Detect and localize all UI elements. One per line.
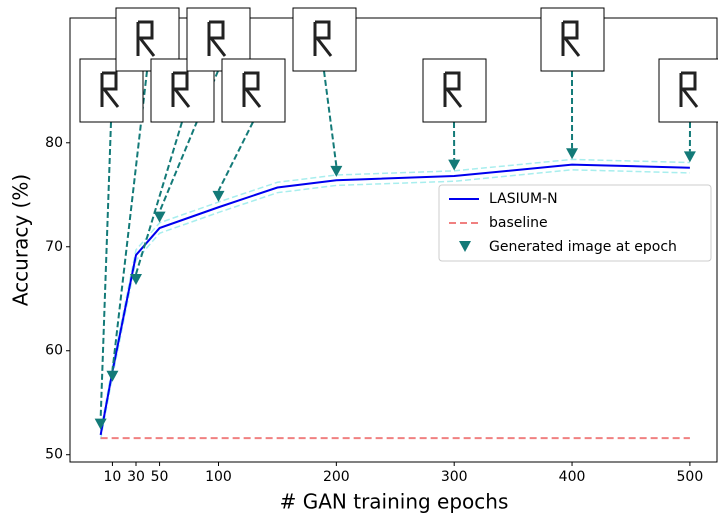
x-tick-label: 400 (559, 469, 586, 485)
x-tick-label: 300 (441, 469, 468, 485)
marker (448, 160, 460, 171)
marker (154, 212, 166, 223)
legend-label: LASIUM-N (489, 191, 558, 207)
x-tick-label: 500 (677, 469, 704, 485)
arrow (136, 122, 182, 274)
arrow (218, 122, 253, 191)
legend-label: baseline (489, 215, 548, 231)
y-tick-label: 50 (45, 447, 63, 463)
x-tick-label: 100 (205, 469, 232, 485)
marker (95, 419, 107, 430)
marker (684, 151, 696, 162)
arrow (324, 71, 336, 166)
marker (566, 148, 578, 159)
x-tick-label: 10 (104, 469, 122, 485)
y-tick-label: 70 (45, 239, 63, 255)
generated-thumbnail (659, 59, 718, 122)
x-tick-label: 200 (323, 469, 350, 485)
x-axis-label: # GAN training epochs (280, 490, 509, 514)
y-tick-label: 60 (45, 343, 63, 359)
legend-label: Generated image at epoch (489, 239, 677, 255)
y-axis-label: Accuracy (%) (9, 174, 33, 306)
x-tick-label: 50 (151, 469, 169, 485)
generated-thumbnail (293, 8, 356, 71)
marker (106, 371, 118, 382)
generated-thumbnail (541, 8, 604, 71)
x-tick-label: 30 (127, 469, 145, 485)
generated-thumbnail (423, 59, 486, 122)
chart: Accuracy (%) # GAN training epochs 50 60 7… (0, 0, 718, 516)
y-tick-label: 80 (45, 135, 63, 151)
marker (212, 191, 224, 202)
generated-thumbnail (222, 59, 285, 122)
